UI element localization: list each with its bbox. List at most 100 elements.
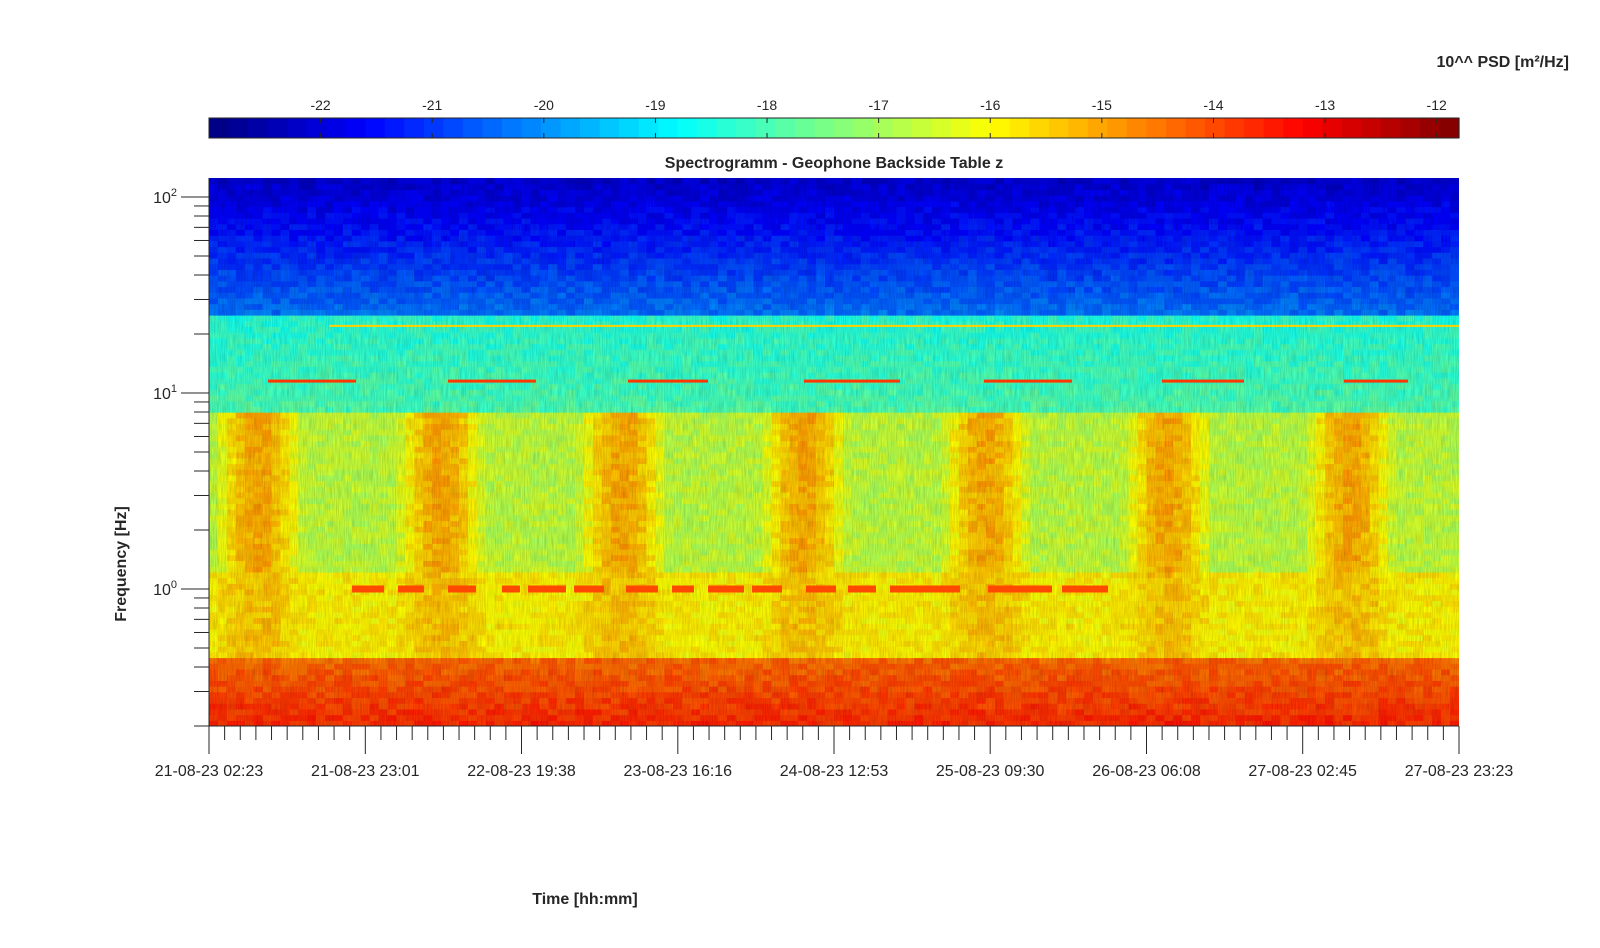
spectrogram-cell (557, 549, 567, 556)
spectrogram-cell (244, 577, 255, 584)
spectrogram-cell (610, 394, 621, 402)
spectrogram-cell (298, 646, 308, 653)
spectrogram-cell (351, 206, 362, 213)
spectrogram-cell (414, 566, 424, 573)
spectrogram-cell (369, 252, 380, 259)
spectrogram-cell (316, 651, 326, 659)
spectrogram-cell (503, 383, 514, 390)
spectrogram-cell (485, 434, 496, 442)
spectrogram-cell (592, 212, 603, 219)
spectrogram-cell (334, 354, 344, 362)
spectrogram-cell (298, 383, 308, 390)
spectrogram-cell (289, 423, 299, 430)
spectrogram-cell (209, 486, 219, 493)
spectrogram-cell (298, 543, 308, 550)
spectrogram-cell (360, 275, 371, 282)
spectrogram-cell (476, 537, 487, 544)
spectrogram-cell (521, 263, 532, 270)
spectrogram-cell (566, 708, 576, 716)
spectrogram-cell (369, 606, 380, 613)
spectrogram-cell (601, 178, 612, 185)
spectrogram-cell (592, 326, 603, 333)
spectrogram-cell (334, 423, 344, 430)
spectrogram-cell (307, 520, 317, 527)
spectrogram-cell (209, 309, 219, 316)
spectrogram-cell (334, 217, 344, 225)
spectrogram-cell (646, 200, 657, 208)
spectrogram-cell (530, 594, 540, 602)
spectrogram-cell (325, 297, 335, 305)
spectrogram-cell (289, 429, 299, 436)
spectrogram-cell (521, 394, 532, 402)
spectrogram-cell (592, 720, 603, 726)
spectrogram-cell (289, 389, 299, 396)
spectrogram-cell (619, 640, 630, 647)
spectrogram-cell (334, 554, 344, 562)
spectrogram-cell (601, 206, 612, 213)
spectrogram-cell (459, 663, 469, 670)
spectrogram-cell (334, 389, 344, 396)
spectrogram-cell (307, 577, 317, 584)
spectrogram-cell (450, 526, 460, 533)
spectrogram-cell (289, 474, 299, 482)
spectrogram-cell (226, 269, 237, 276)
spectrogram-cell (646, 491, 657, 499)
spectrogram-cell (217, 246, 228, 253)
spectrogram-cell (575, 189, 585, 196)
spectrogram-cell (575, 406, 585, 413)
spectrogram-cell (512, 269, 523, 276)
spectrogram-cell (637, 297, 648, 305)
spectrogram-cell (485, 240, 496, 248)
spectrogram-cell (280, 674, 290, 681)
spectrogram-cell (387, 417, 398, 425)
spectrogram-cell (298, 657, 308, 664)
spectrogram-cell (262, 377, 273, 385)
spectrogram-cell (548, 457, 558, 465)
spectrogram-cell (334, 720, 344, 726)
spectrogram-cell (512, 606, 523, 613)
spectrogram-cell (307, 286, 317, 293)
spectrogram-cell (244, 543, 255, 550)
spectrogram-cell (414, 703, 424, 710)
spectrogram-cell (342, 366, 353, 373)
spectrogram-cell (539, 491, 549, 499)
spectrogram-cell (628, 686, 639, 693)
spectrogram-cell (548, 474, 558, 482)
spectrogram-cell (467, 320, 478, 328)
spectrogram-cell (307, 697, 317, 704)
spectrogram-cell (423, 417, 433, 425)
spectrogram-cell (217, 474, 228, 482)
spectrogram-cell (342, 183, 353, 191)
spectrogram-cell (235, 349, 246, 356)
spectrogram-cell (325, 577, 335, 584)
spectrogram-cell (280, 571, 290, 579)
spectrogram-cell (423, 297, 433, 305)
spectrogram-cell (655, 463, 665, 470)
spectrogram-cell (467, 474, 478, 482)
spectrogram-cell (396, 417, 407, 425)
spectrogram-cell (262, 571, 273, 579)
spectrogram-cell (512, 594, 523, 602)
spectrogram-cell (646, 463, 657, 470)
spectrogram-cell (307, 663, 317, 670)
spectrogram-cell (253, 320, 264, 328)
spectrogram-cell (512, 560, 523, 567)
spectrogram-cell (396, 503, 407, 510)
spectrogram-cell (584, 263, 594, 270)
spectrogram-cell (226, 429, 237, 436)
spectrogram-cell (316, 663, 326, 670)
spectrogram-cell (441, 200, 451, 208)
spectrogram-cell (557, 212, 567, 219)
spectrogram-cell (244, 594, 255, 602)
spectrogram-cell (485, 697, 496, 704)
spectrogram-cell (396, 651, 407, 659)
spectrogram-cell (396, 680, 407, 687)
spectrogram-cell (253, 628, 264, 636)
spectrogram-cell (244, 389, 255, 396)
spectrogram-cell (316, 503, 326, 510)
spectrogram-cell (405, 183, 415, 191)
spectrogram-cell (405, 668, 415, 676)
spectrogram-cell (244, 651, 255, 659)
spectrogram-cell (369, 189, 380, 196)
spectrogram-cell (655, 223, 665, 230)
